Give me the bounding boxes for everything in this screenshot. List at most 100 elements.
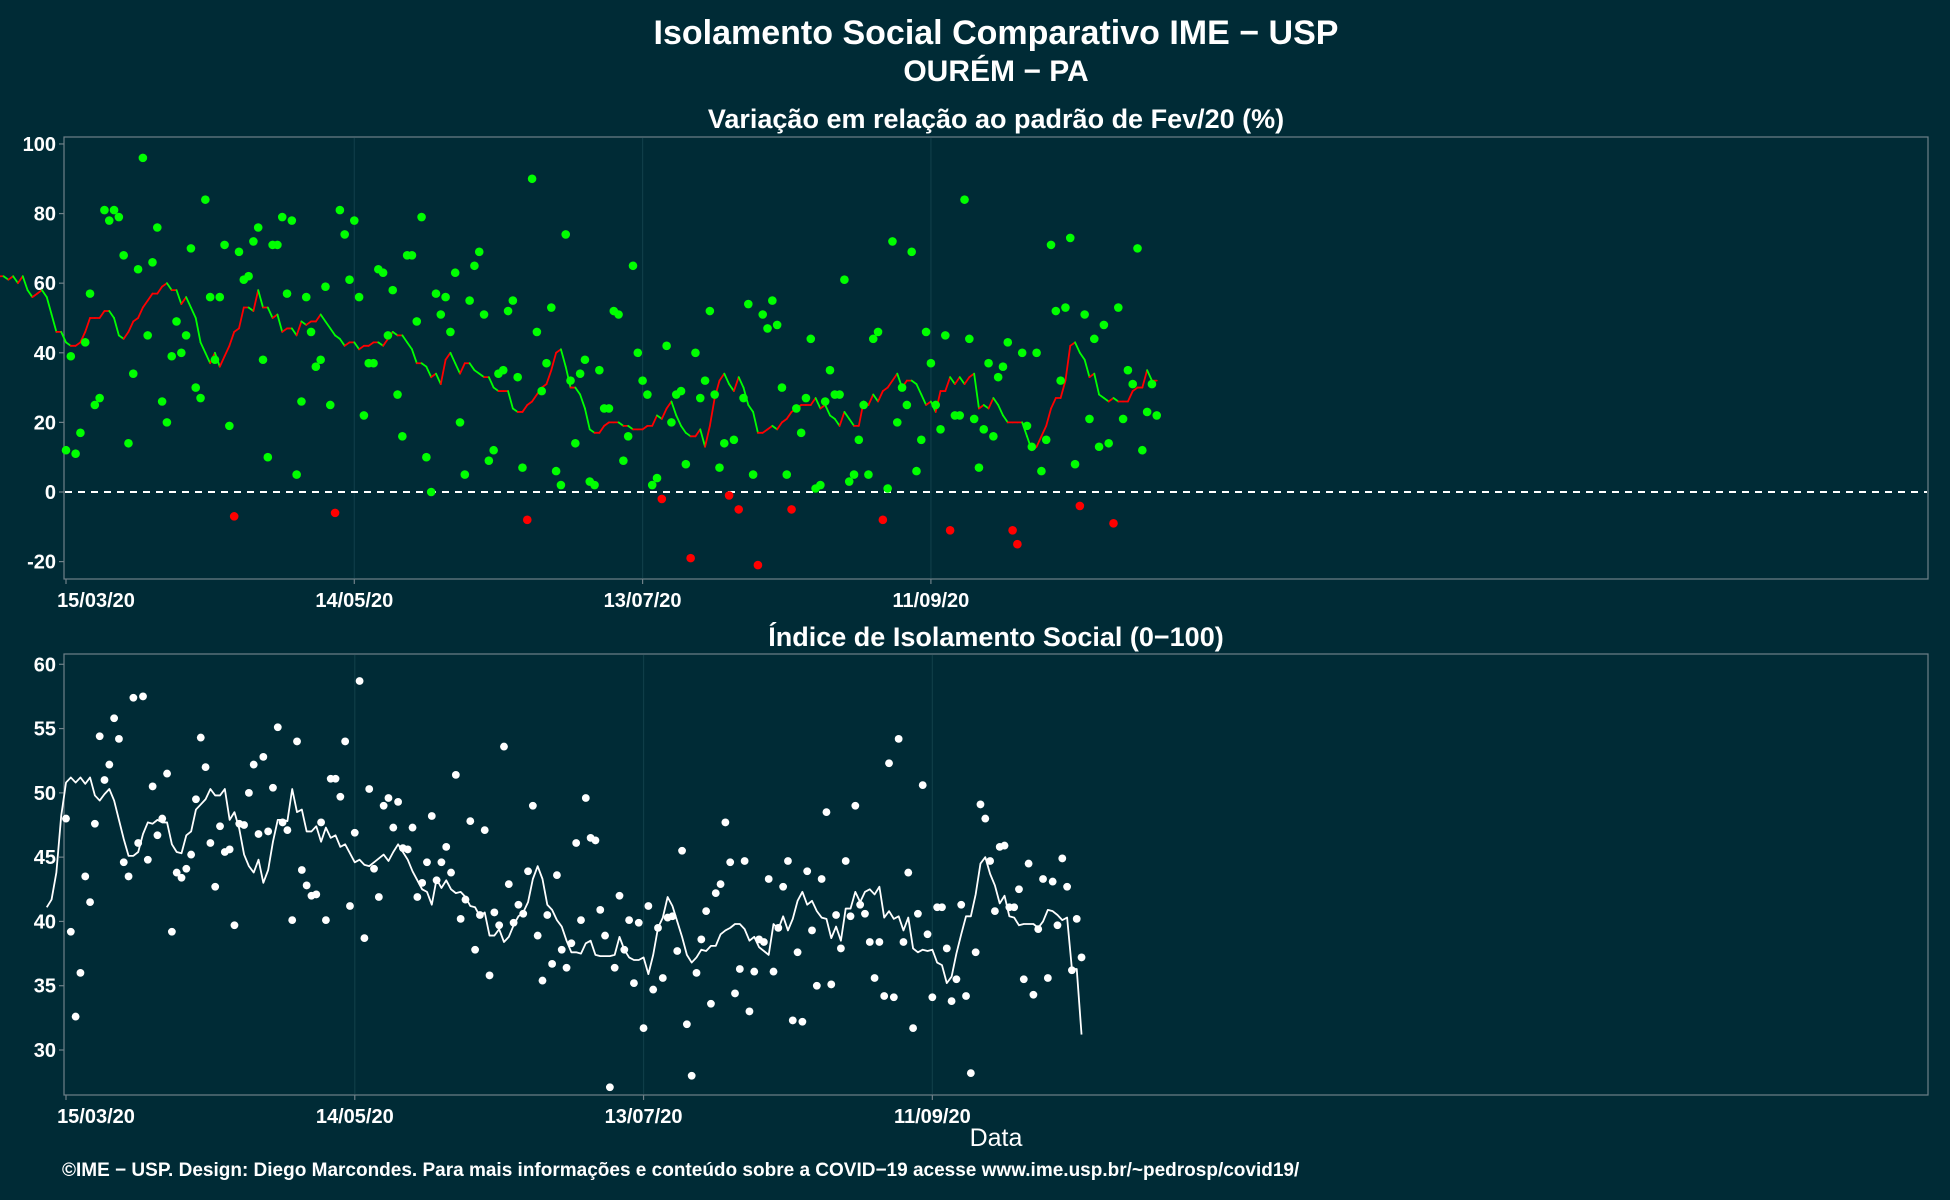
top-moving-average-segment (204, 351, 212, 365)
top-moving-average-segment (521, 404, 529, 413)
top-moving-average-segment (670, 400, 678, 417)
top-moving-average-segment (1102, 397, 1110, 403)
top-data-point (936, 425, 945, 434)
bottom-data-point (817, 875, 826, 883)
top-data-point (446, 327, 455, 337)
top-data-point (325, 400, 335, 410)
bottom-data-point (1077, 953, 1086, 962)
bottom-data-point (355, 677, 364, 685)
top-data-point (234, 247, 244, 257)
bottom-data-point (105, 760, 114, 769)
top-data-point (186, 244, 196, 253)
bottom-data-point (880, 992, 889, 1000)
bottom-data-point (336, 792, 345, 801)
bottom-data-point (1000, 841, 1009, 850)
figure-subtitle: OURÉM − PA (903, 54, 1088, 88)
top-moving-average-segment (838, 411, 846, 427)
bottom-data-point (115, 734, 123, 743)
top-data-point (753, 560, 763, 570)
top-data-point (796, 428, 806, 438)
bottom-y-tick-label: 45 (34, 847, 56, 869)
top-data-point (984, 358, 993, 368)
bottom-data-point (95, 732, 104, 741)
top-moving-average-segment (281, 327, 288, 333)
top-moving-average-segment (1050, 397, 1057, 410)
bottom-data-point (971, 948, 980, 957)
top-moving-average-segment (31, 292, 39, 298)
top-data-point (628, 261, 638, 271)
top-data-point (215, 292, 225, 302)
top-moving-average-segment (1127, 390, 1134, 403)
bottom-data-point (808, 926, 816, 935)
bottom-data-point (451, 770, 460, 779)
bottom-data-point (312, 890, 321, 899)
top-moving-average-segment (723, 372, 730, 386)
top-moving-average-segment (276, 313, 284, 333)
bottom-data-point (865, 938, 874, 946)
top-data-point (489, 445, 498, 455)
top-data-point (989, 432, 998, 441)
bottom-data-point (553, 871, 561, 880)
bottom-data-point (119, 858, 128, 867)
top-moving-average-segment (920, 393, 927, 406)
top-data-point (378, 268, 388, 278)
top-moving-average-segment (218, 355, 226, 368)
top-data-point (1109, 519, 1118, 528)
bottom-data-point (240, 821, 248, 829)
bottom-data-point (389, 823, 398, 832)
bottom-data-point (914, 909, 922, 918)
top-moving-average-segment (487, 376, 495, 389)
bottom-data-point (562, 963, 571, 972)
bottom-data-point (278, 818, 287, 827)
top-moving-average-segment (973, 372, 980, 410)
bottom-data-point (177, 873, 186, 882)
top-moving-average-segment (228, 330, 236, 347)
top-moving-average-segment (252, 289, 260, 312)
bottom-data-point (495, 921, 504, 930)
top-moving-average-segment (127, 320, 135, 333)
bottom-data-point (249, 760, 258, 769)
bottom-y-tick-label: 30 (34, 1040, 56, 1062)
top-data-point (998, 362, 1008, 372)
top-data-point (133, 264, 143, 274)
bottom-data-point (798, 1017, 807, 1026)
top-data-point (1142, 407, 1152, 417)
top-data-point (393, 390, 402, 399)
bottom-data-point (673, 947, 682, 955)
bottom-data-point (394, 797, 402, 806)
top-moving-average-segment (98, 310, 106, 319)
top-data-point (383, 331, 393, 340)
bottom-data-point (71, 1012, 80, 1021)
top-data-point (426, 487, 436, 497)
top-data-point (292, 470, 301, 479)
bottom-data-point (870, 974, 879, 982)
bottom-data-point (533, 931, 542, 940)
bottom-data-point (206, 839, 215, 847)
top-moving-average-segment (74, 341, 82, 347)
bottom-data-point (567, 939, 576, 948)
bottom-data-point (485, 971, 494, 980)
top-data-point (883, 484, 892, 493)
bottom-data-point (124, 872, 133, 881)
top-data-point (657, 494, 667, 504)
top-data-point (450, 268, 460, 278)
top-data-point (455, 418, 465, 427)
top-moving-average-segment (60, 330, 67, 344)
top-moving-average-segment (656, 414, 663, 420)
bottom-data-point (764, 875, 773, 883)
top-moving-average-segment (694, 428, 702, 438)
bottom-data-point (317, 818, 325, 827)
top-data-point (547, 303, 556, 312)
bottom-data-point (731, 989, 739, 998)
top-moving-average-segment (492, 386, 500, 392)
bottom-data-point (1024, 859, 1033, 868)
top-moving-average-segment (406, 341, 413, 351)
top-data-point (667, 418, 676, 427)
top-data-point (825, 365, 835, 375)
top-data-point (345, 275, 354, 284)
top-moving-average-segment (185, 296, 192, 309)
top-data-point (301, 292, 311, 302)
top-moving-average-segment (430, 372, 437, 379)
top-data-point (196, 393, 205, 403)
bottom-data-point (432, 876, 441, 885)
